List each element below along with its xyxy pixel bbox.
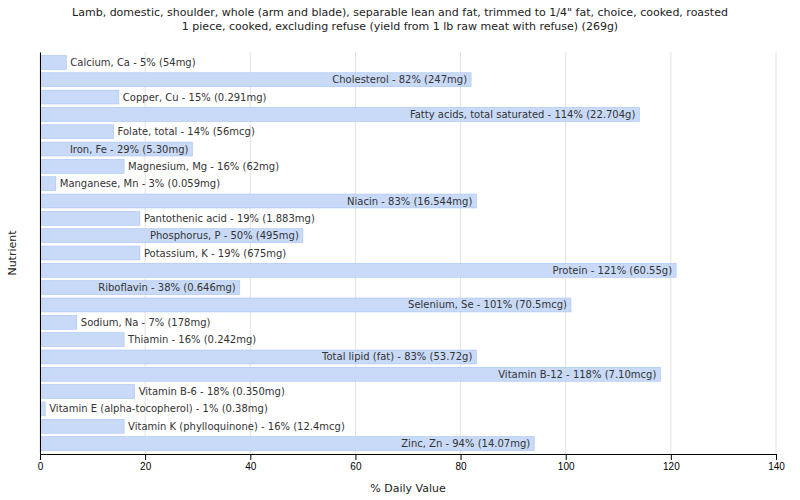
bar-label: Vitamin B-12 - 118% (7.10mcg): [498, 369, 656, 380]
x-tick: 60: [350, 454, 362, 472]
bar-label: Niacin - 83% (16.544mg): [347, 196, 472, 207]
bar: [40, 211, 140, 225]
bar: [40, 229, 303, 243]
bar-label: Folate, total - 14% (56mcg): [118, 126, 255, 137]
bar-label: Cholesterol - 82% (247mg): [332, 74, 467, 85]
x-tick: 20: [140, 454, 152, 472]
x-axis-line: [41, 455, 777, 461]
bar: [40, 107, 639, 121]
x-tick-label: 40: [245, 461, 257, 472]
bar-label: Manganese, Mn - 3% (0.059mg): [60, 178, 220, 189]
bar-label: Riboflavin - 38% (0.646mg): [98, 282, 236, 293]
title-line: Lamb, domestic, shoulder, whole (arm and…: [72, 6, 728, 19]
grid: [40, 52, 776, 454]
bar: [40, 281, 240, 295]
bar: [40, 177, 56, 191]
x-tick-mark: [40, 454, 41, 460]
x-tick-mark: [461, 454, 462, 460]
bar: [40, 437, 534, 451]
grid-line: [776, 52, 777, 454]
x-tick-label: 140: [768, 461, 785, 472]
bar-label: Pantothenic acid - 19% (1.883mg): [144, 213, 315, 224]
bar-label: Vitamin K (phylloquinone) - 16% (12.4mcg…: [128, 421, 345, 432]
grid-line: [40, 52, 41, 454]
x-axis: 0 20 40 60 80 100 120 140: [38, 454, 786, 472]
bar-label: Iron, Fe - 29% (5.30mg): [70, 144, 189, 155]
bar-label: Magnesium, Mg - 16% (62mg): [128, 161, 279, 172]
bar-label: Protein - 121% (60.55g): [553, 265, 673, 276]
x-tick-mark: [355, 454, 356, 460]
bar: [40, 315, 77, 329]
bar: [40, 90, 119, 104]
x-tick: 140: [768, 454, 785, 472]
bar: [40, 333, 124, 347]
bar: [40, 55, 66, 69]
chart: Lamb, domestic, shoulder, whole (arm and…: [0, 0, 800, 500]
x-tick: 100: [558, 454, 575, 472]
bar: [40, 142, 192, 156]
bar: [40, 125, 114, 139]
bar-labels: Calcium, Ca - 5% (54mg) Cholesterol - 82%…: [49, 57, 672, 449]
bar-label: Selenium, Se - 101% (70.5mcg): [408, 299, 567, 310]
y-axis-label: Nutrient: [6, 230, 19, 276]
bar-label: Thiamin - 16% (0.242mg): [127, 334, 256, 345]
x-tick-label: 120: [663, 461, 680, 472]
bar-label: Sodium, Na - 7% (178mg): [81, 317, 211, 328]
x-tick-label: 60: [350, 461, 362, 472]
bar-label: Zinc, Zn - 94% (14.07mg): [401, 438, 530, 449]
x-tick: 0: [38, 454, 44, 472]
bar: [40, 263, 676, 277]
x-tick: 80: [456, 454, 468, 472]
bars: [40, 55, 676, 450]
x-tick-label: 20: [140, 461, 152, 472]
x-tick: 40: [245, 454, 257, 472]
bar: [40, 246, 140, 260]
bar: [40, 298, 571, 312]
y-axis: [40, 53, 41, 455]
x-tick-label: 100: [558, 461, 575, 472]
x-tick-mark: [566, 454, 567, 460]
x-tick-label: 80: [456, 461, 468, 472]
y-axis-line: [40, 53, 41, 455]
bar: [40, 159, 124, 173]
bar-label: Fatty acids, total saturated - 114% (22.…: [410, 109, 635, 120]
bar: [40, 194, 476, 208]
bar: [40, 419, 124, 433]
bar-label: Total lipid (fat) - 83% (53.72g): [321, 351, 472, 362]
bar-label: Phosphorus, P - 50% (495mg): [150, 230, 299, 241]
bar-label: Copper, Cu - 15% (0.291mg): [123, 92, 267, 103]
x-tick-mark: [145, 454, 146, 460]
bar: [40, 367, 660, 381]
x-tick-mark: [671, 454, 672, 460]
bar-label: Vitamin E (alpha-tocopherol) - 1% (0.38m…: [49, 403, 268, 414]
x-axis-label: % Daily Value: [370, 482, 446, 495]
title-line: 1 piece, cooked, excluding refuse (yield…: [182, 20, 618, 33]
x-tick: 120: [663, 454, 680, 472]
bar: [40, 385, 135, 399]
grid-line: [670, 52, 671, 454]
x-tick-mark: [776, 454, 777, 460]
bar: [40, 73, 471, 87]
bar-label: Calcium, Ca - 5% (54mg): [70, 57, 195, 68]
x-tick-mark: [250, 454, 251, 460]
bar-label: Vitamin B-6 - 18% (0.350mg): [139, 386, 285, 397]
bar-label: Potassium, K - 19% (675mg): [144, 248, 286, 259]
x-tick-label: 0: [38, 461, 44, 472]
title: Lamb, domestic, shoulder, whole (arm and…: [72, 6, 728, 33]
plot: Calcium, Ca - 5% (54mg) Cholesterol - 82%…: [38, 52, 786, 472]
bar: [40, 350, 476, 364]
